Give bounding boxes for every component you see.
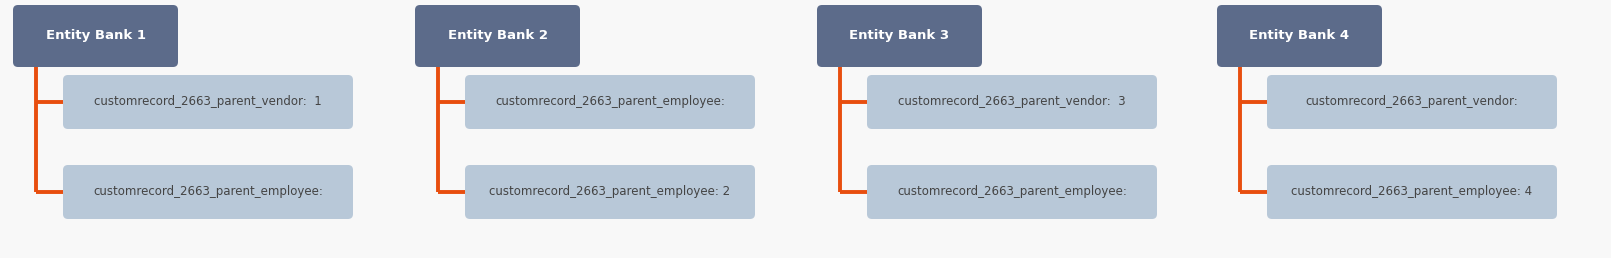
- FancyBboxPatch shape: [1216, 5, 1382, 67]
- Text: Entity Bank 1: Entity Bank 1: [45, 29, 145, 43]
- FancyBboxPatch shape: [466, 165, 756, 219]
- Text: Entity Bank 2: Entity Bank 2: [448, 29, 548, 43]
- Text: customrecord_2663_parent_employee: 2: customrecord_2663_parent_employee: 2: [490, 186, 730, 198]
- FancyBboxPatch shape: [867, 75, 1157, 129]
- Text: customrecord_2663_parent_employee:: customrecord_2663_parent_employee:: [93, 186, 322, 198]
- FancyBboxPatch shape: [13, 5, 177, 67]
- FancyBboxPatch shape: [867, 165, 1157, 219]
- Text: customrecord_2663_parent_vendor:  1: customrecord_2663_parent_vendor: 1: [93, 95, 322, 109]
- FancyBboxPatch shape: [817, 5, 983, 67]
- FancyBboxPatch shape: [466, 75, 756, 129]
- Text: Entity Bank 3: Entity Bank 3: [849, 29, 949, 43]
- Text: customrecord_2663_parent_employee:: customrecord_2663_parent_employee:: [897, 186, 1128, 198]
- Text: customrecord_2663_parent_vendor:  3: customrecord_2663_parent_vendor: 3: [899, 95, 1126, 109]
- FancyBboxPatch shape: [1266, 75, 1556, 129]
- Text: Entity Bank 4: Entity Bank 4: [1250, 29, 1350, 43]
- Text: customrecord_2663_parent_vendor:: customrecord_2663_parent_vendor:: [1305, 95, 1519, 109]
- FancyBboxPatch shape: [63, 75, 353, 129]
- FancyBboxPatch shape: [63, 165, 353, 219]
- FancyBboxPatch shape: [1266, 165, 1556, 219]
- FancyBboxPatch shape: [416, 5, 580, 67]
- Text: customrecord_2663_parent_employee: 4: customrecord_2663_parent_employee: 4: [1292, 186, 1532, 198]
- Text: customrecord_2663_parent_employee:: customrecord_2663_parent_employee:: [495, 95, 725, 109]
